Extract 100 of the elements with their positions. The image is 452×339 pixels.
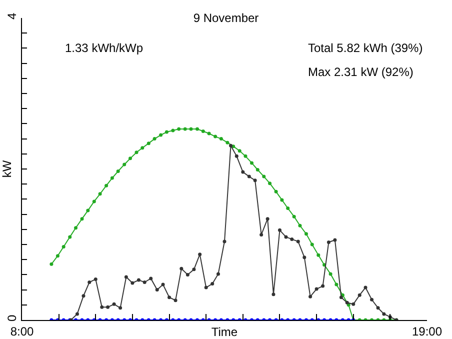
point — [256, 168, 260, 172]
point — [128, 156, 132, 160]
point — [174, 298, 178, 302]
point — [222, 240, 226, 244]
point — [352, 302, 356, 306]
point — [88, 280, 92, 284]
point — [260, 232, 264, 236]
point — [155, 288, 159, 292]
point — [229, 144, 233, 148]
point — [149, 276, 153, 280]
point — [302, 256, 306, 260]
y-axis-title: kW — [0, 160, 14, 178]
x-tick-label: 8:00 — [10, 324, 34, 338]
point — [168, 296, 172, 300]
point — [62, 245, 66, 249]
point — [180, 266, 184, 270]
point — [124, 275, 128, 279]
annotation: 1.33 kWh/kWp — [65, 41, 144, 55]
point — [274, 190, 278, 194]
point — [196, 127, 199, 131]
point — [198, 252, 202, 256]
point — [74, 226, 78, 230]
point — [358, 293, 362, 297]
point — [316, 253, 320, 257]
point — [310, 242, 314, 246]
point — [186, 272, 190, 276]
point — [80, 217, 84, 221]
point — [266, 217, 270, 221]
point — [382, 312, 386, 316]
point — [210, 282, 214, 286]
point — [134, 150, 138, 154]
point — [370, 298, 374, 302]
point — [286, 206, 290, 210]
point — [192, 268, 196, 272]
point — [82, 294, 86, 298]
point — [280, 198, 284, 202]
point — [364, 286, 368, 290]
point — [214, 134, 218, 138]
point — [98, 192, 102, 196]
point — [244, 154, 248, 158]
point — [136, 278, 140, 282]
point — [104, 184, 108, 188]
point — [75, 312, 79, 316]
point — [234, 154, 238, 158]
annotation: Max 2.31 kW (92%) — [308, 65, 414, 79]
point — [92, 200, 96, 204]
point — [334, 282, 338, 286]
point — [314, 287, 318, 291]
point — [86, 208, 90, 212]
point — [219, 137, 223, 141]
point — [304, 232, 308, 236]
x-axis-title: Time — [211, 325, 238, 339]
point — [118, 306, 122, 310]
point — [326, 240, 330, 244]
point — [164, 130, 168, 134]
point — [56, 254, 60, 258]
point — [296, 240, 300, 244]
x-tick-label: 19:00 — [412, 324, 442, 338]
point — [161, 282, 165, 286]
point — [171, 128, 175, 132]
point — [308, 294, 312, 298]
point — [100, 305, 104, 309]
point — [241, 170, 245, 174]
annotation: Total 5.82 kWh (39%) — [308, 41, 423, 55]
point — [284, 235, 288, 239]
point — [250, 161, 254, 165]
point — [328, 272, 332, 276]
point — [142, 280, 146, 284]
point — [116, 170, 120, 174]
point — [226, 140, 230, 144]
chart-title: 9 November — [193, 11, 259, 26]
point — [204, 286, 208, 290]
point — [68, 235, 72, 239]
y-tick-label: 4 — [5, 12, 20, 20]
point — [216, 272, 220, 276]
point — [262, 174, 266, 178]
point — [94, 277, 98, 281]
point — [253, 178, 257, 182]
point — [339, 296, 343, 300]
y-tick-label: 0 — [5, 314, 20, 322]
point — [238, 149, 242, 153]
point — [292, 214, 296, 218]
point — [183, 127, 187, 131]
point — [130, 281, 134, 285]
point — [298, 224, 302, 228]
point — [290, 237, 294, 241]
point — [321, 284, 325, 288]
point — [272, 292, 276, 296]
point — [376, 306, 380, 310]
point — [122, 162, 126, 166]
point — [110, 176, 114, 180]
point — [112, 302, 116, 306]
point — [278, 228, 282, 232]
point — [207, 132, 211, 136]
point — [146, 142, 150, 146]
point — [268, 182, 272, 186]
point — [140, 146, 144, 150]
point — [152, 137, 156, 141]
point — [333, 238, 337, 242]
point — [201, 130, 205, 133]
